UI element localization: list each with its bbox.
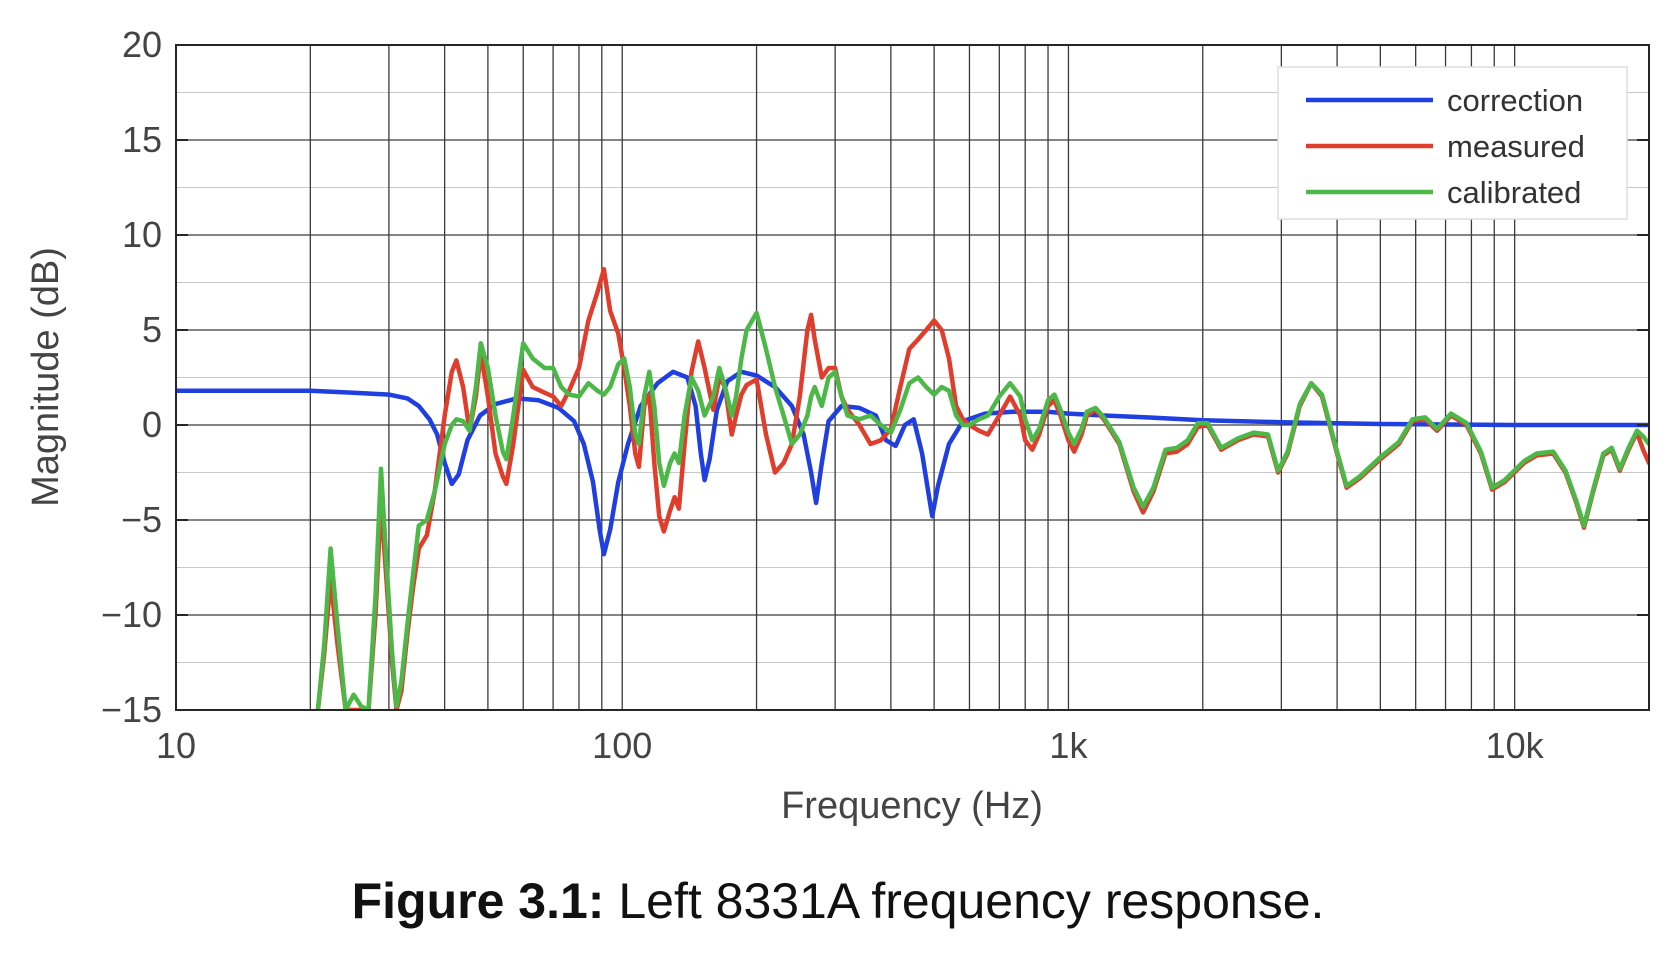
measured-legend-label: measured xyxy=(1447,129,1585,164)
x-tick-label: 10 xyxy=(156,725,196,766)
frequency-response-chart: 20 15 10 5 0 −5 −10 −15 10 100 1k 10k Frequency (H… xyxy=(25,24,1650,827)
correction-legend-label: correction xyxy=(1447,83,1583,118)
tick-marks xyxy=(176,44,1649,711)
y-tick-label: −15 xyxy=(101,689,162,730)
figure-caption: Figure 3.1: Left 8331A frequency respons… xyxy=(0,872,1676,930)
x-tick-label: 100 xyxy=(592,725,652,766)
y-tick-label: 20 xyxy=(122,24,162,65)
figure-label: Figure 3.1: xyxy=(351,873,605,929)
x-tick-label: 10k xyxy=(1486,725,1545,766)
plot-area xyxy=(176,266,1649,710)
y-axis-title: Magnitude (dB) xyxy=(25,247,67,507)
correction-series-line xyxy=(176,369,1649,557)
y-tick-label: 10 xyxy=(122,214,162,255)
plot-frame xyxy=(175,44,1650,711)
y-tick-label: −5 xyxy=(121,499,162,540)
y-tick-label: 5 xyxy=(142,309,162,350)
x-tick-label: 1k xyxy=(1049,725,1088,766)
y-tick-label: 15 xyxy=(122,119,162,160)
calibrated-series-line xyxy=(315,310,1649,710)
x-axis-title: Frequency (Hz) xyxy=(781,785,1043,827)
measured-series-line xyxy=(315,266,1649,710)
calibrated-legend-label: calibrated xyxy=(1447,175,1581,210)
figure-caption-text: Left 8331A frequency response. xyxy=(618,873,1325,929)
legend: correction measured calibrated xyxy=(1277,66,1628,220)
y-tick-label: −10 xyxy=(101,594,162,635)
y-tick-label: 0 xyxy=(142,404,162,445)
x-tick-labels: 10 100 1k 10k xyxy=(156,725,1545,766)
y-tick-labels: 20 15 10 5 0 −5 −10 −15 xyxy=(101,24,162,730)
minor-gridlines xyxy=(176,92,1649,663)
